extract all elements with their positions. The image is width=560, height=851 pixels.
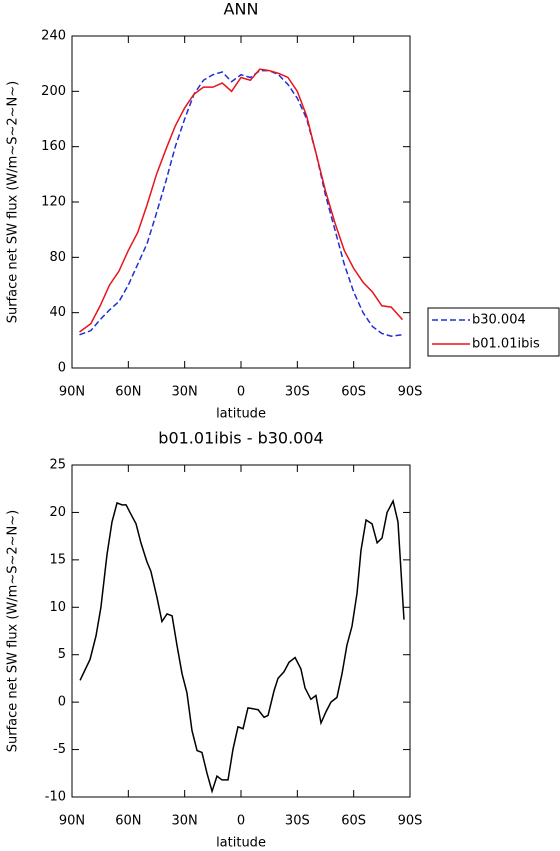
plot-frame [71, 35, 411, 369]
legend-label: b30.004 [472, 313, 526, 328]
legend-box [427, 307, 560, 357]
x-tick-label: 30S [285, 385, 310, 400]
legend-label: b01.01ibis [472, 337, 540, 352]
plot-frame [71, 464, 411, 798]
y-axis-label: Surface net SW flux (W/m~S~2~N~) [6, 510, 21, 752]
x-tick-label: 30S [285, 814, 310, 829]
x-axis-label: latitude [216, 836, 266, 851]
x-tick-label: 90N [59, 814, 85, 829]
y-tick-label: -10 [45, 790, 66, 805]
y-tick-label: 0 [58, 361, 66, 376]
x-tick-label: 30N [172, 814, 198, 829]
y-tick-label: 40 [49, 305, 66, 320]
x-tick-label: 60N [115, 385, 141, 400]
y-tick-label: 240 [41, 29, 66, 44]
chart-title: ANN [224, 0, 259, 19]
x-tick-label: 30N [172, 385, 198, 400]
x-tick-label: 60S [341, 385, 366, 400]
y-axis-label: Surface net SW flux (W/m~S~2~N~) [6, 81, 21, 323]
x-tick-label: 90S [398, 385, 423, 400]
x-tick-label: 60S [341, 814, 366, 829]
y-tick-label: 120 [41, 195, 66, 210]
y-tick-label: 25 [49, 458, 66, 473]
y-tick-label: -5 [53, 742, 66, 757]
x-tick-label: 0 [237, 814, 245, 829]
y-tick-label: 80 [49, 250, 66, 265]
x-tick-label: 90S [398, 814, 423, 829]
x-tick-label: 0 [237, 385, 245, 400]
y-tick-label: 10 [49, 600, 66, 615]
chart-title: b01.01ibis - b30.004 [158, 429, 323, 448]
y-tick-label: 5 [58, 647, 66, 662]
x-tick-label: 90N [59, 385, 85, 400]
x-axis-label: latitude [216, 407, 266, 422]
y-tick-label: 15 [49, 552, 66, 567]
series-line [79, 68, 404, 333]
y-tick-label: 160 [41, 139, 66, 154]
y-tick-label: 20 [49, 505, 66, 520]
y-tick-label: 0 [58, 695, 66, 710]
series-line [79, 69, 403, 337]
series-line [79, 498, 405, 794]
y-tick-label: 200 [41, 84, 66, 99]
x-tick-label: 60N [115, 814, 141, 829]
